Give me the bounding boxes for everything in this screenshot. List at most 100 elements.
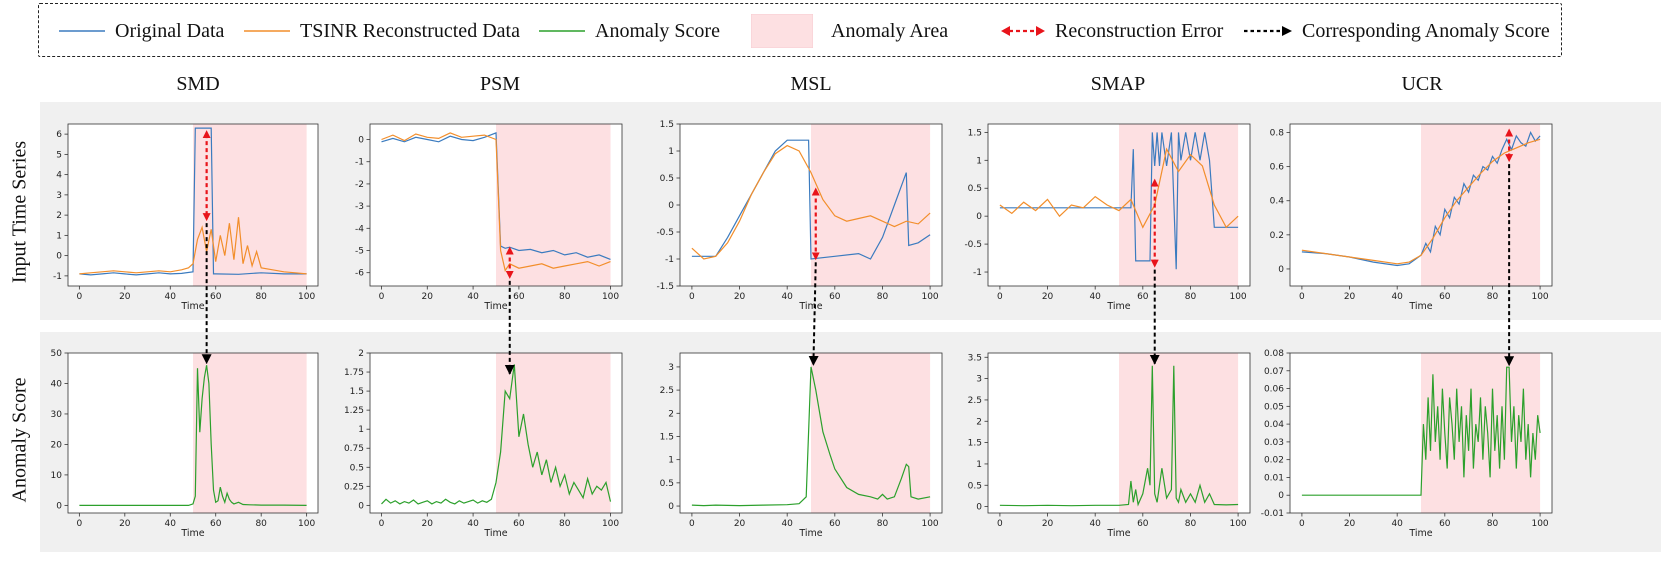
legend-item-error: Reconstruction Error (1001, 4, 1223, 58)
y-tick-label: 40 (51, 379, 63, 389)
x-axis-label: Time (483, 301, 507, 312)
anomaly-area (1119, 353, 1239, 513)
series-original (691, 139, 931, 260)
y-tick-label: 0.25 (344, 482, 364, 492)
series-original (999, 132, 1239, 270)
y-tick-label: 0.08 (1264, 349, 1284, 359)
x-tick-label: 40 (1089, 292, 1101, 302)
plot-frame (1289, 352, 1553, 514)
x-tick-label: 80 (1487, 292, 1499, 302)
y-tick-label: 0.03 (1264, 438, 1284, 448)
legend-item-score: Anomaly Score (539, 4, 720, 58)
y-tick-label: 20 (51, 440, 63, 450)
plot-frame (369, 352, 623, 514)
anomaly-area (193, 353, 307, 513)
x-tick-label: 20 (422, 519, 434, 529)
plot-frame (987, 123, 1251, 287)
chart-smd-input: 0 20 40 60 80 100 -1 0 1 2 3 4 5 6 Time (53, 123, 319, 312)
x-tick-label: 80 (1185, 519, 1197, 529)
y-tick-label: 0 (56, 501, 62, 511)
y-tick-label: 1.25 (344, 406, 364, 416)
x-tick-label: 80 (877, 292, 889, 302)
y-tick-label: 2.5 (968, 396, 982, 406)
y-tick-label: 1.75 (344, 368, 364, 378)
x-axis-label: Time (180, 301, 204, 312)
legend-label: Anomaly Score (595, 19, 720, 42)
y-tick-label: 1 (668, 147, 674, 157)
y-tick-label: 1.5 (968, 128, 982, 138)
y-tick-label: -5 (355, 246, 364, 256)
x-tick-label: 40 (1089, 519, 1101, 529)
series-score (79, 365, 307, 506)
y-tick-label: 1 (56, 231, 62, 241)
x-tick-label: 40 (165, 519, 177, 529)
x-tick-label: 100 (602, 519, 619, 529)
x-tick-label: 20 (1042, 292, 1054, 302)
dataset-title-ucr: UCR (1401, 73, 1443, 95)
legend-label: Original Data (115, 19, 225, 42)
x-axis-label: Time (798, 301, 822, 312)
anomaly-area (193, 124, 307, 286)
x-tick-label: 40 (1391, 292, 1403, 302)
x-tick-label: 40 (467, 519, 479, 529)
x-tick-label: 60 (1137, 519, 1149, 529)
y-tick-label: 10 (51, 471, 63, 481)
dataset-title-smd: SMD (176, 73, 220, 95)
y-tick-label: 1 (358, 425, 364, 435)
y-tick-label: 0.5 (350, 463, 364, 473)
x-tick-label: 40 (1391, 519, 1403, 529)
x-tick-label: 80 (877, 519, 889, 529)
y-tick-label: 50 (51, 349, 63, 359)
y-tick-label: -1 (973, 268, 982, 278)
y-tick-label: -2 (355, 180, 364, 190)
y-tick-label: 1.5 (968, 439, 982, 449)
y-tick-label: 0 (668, 201, 674, 211)
y-tick-label: 0 (1278, 265, 1284, 275)
y-tick-label: 0.2 (1270, 231, 1284, 241)
y-tick-label: 0 (976, 212, 982, 222)
x-tick-label: 100 (298, 519, 315, 529)
plot-frame (67, 123, 319, 287)
x-axis-label: Time (1408, 528, 1432, 539)
x-tick-label: 20 (1042, 519, 1054, 529)
legend-item-original: Original Data (59, 4, 224, 58)
y-tick-label: 0.75 (344, 444, 364, 454)
y-tick-label: 3 (668, 363, 674, 373)
y-tick-label: 3 (976, 375, 982, 385)
plot-frame (67, 352, 319, 514)
x-axis-label: Time (1106, 301, 1130, 312)
x-tick-label: 60 (210, 292, 222, 302)
y-tick-label: 1.5 (660, 432, 674, 442)
legend-label: TSINR Reconstructed Data (300, 19, 520, 42)
y-tick-label: 0.6 (1270, 163, 1285, 173)
chart-msl-score: 0 20 40 60 80 100 0 0.5 1 1.5 2 2.5 3 Time (660, 352, 943, 539)
series-score (381, 364, 612, 505)
x-tick-label: 80 (1185, 292, 1197, 302)
x-axis-label: Time (180, 528, 204, 539)
x-tick-label: 100 (1229, 292, 1246, 302)
series-original (79, 127, 307, 276)
y-tick-label: 0.07 (1264, 367, 1284, 377)
x-tick-label: 80 (559, 292, 571, 302)
y-tick-label: 5 (56, 150, 62, 160)
y-tick-label: 0 (358, 501, 364, 511)
y-tick-label: 0.4 (1270, 197, 1285, 207)
y-tick-label: -0.5 (964, 240, 982, 250)
x-tick-label: 20 (734, 519, 746, 529)
x-tick-label: 20 (422, 292, 434, 302)
y-tick-label: 0.8 (1270, 129, 1285, 139)
series-reconstructed (999, 147, 1239, 229)
x-tick-label: 100 (921, 292, 938, 302)
series-reconstructed (691, 144, 931, 260)
y-tick-label: 0 (668, 502, 674, 512)
y-tick-label: 2 (358, 349, 364, 359)
x-tick-label: 80 (559, 519, 571, 529)
y-tick-label: 4 (56, 171, 62, 181)
y-tick-label: 0.01 (1264, 473, 1284, 483)
legend-item-reconstructed: TSINR Reconstructed Data (244, 4, 520, 58)
y-tick-label: 1 (976, 460, 982, 470)
x-tick-label: 60 (513, 519, 525, 529)
y-tick-label: 1 (976, 156, 982, 166)
anomaly-area (496, 124, 611, 286)
x-tick-label: 80 (255, 519, 267, 529)
